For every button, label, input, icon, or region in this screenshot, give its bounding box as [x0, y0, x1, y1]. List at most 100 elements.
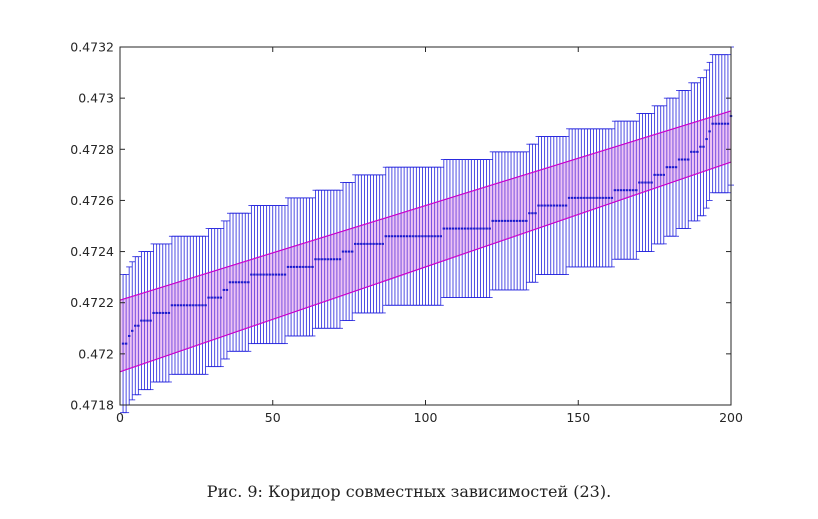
data-point: [390, 235, 394, 238]
data-point: [299, 265, 302, 268]
data-point: [638, 181, 641, 184]
data-point: [375, 242, 378, 245]
data-point: [586, 196, 589, 199]
y-tick-label: 0.4726: [70, 193, 114, 208]
data-point: [540, 204, 543, 207]
data-point: [347, 250, 351, 253]
data-point: [216, 296, 219, 299]
data-point: [250, 273, 253, 276]
data-point: [140, 319, 143, 322]
y-axis: 0.4718 0.472 0.4722 0.4724 0.4726 0.4728 0.473…: [70, 40, 731, 413]
data-point: [647, 181, 650, 184]
data-point: [207, 296, 210, 299]
data-point: [381, 242, 384, 245]
data-point: [641, 181, 644, 184]
data-point: [577, 196, 580, 199]
data-point: [341, 250, 345, 253]
data-point: [717, 122, 720, 125]
corridor-upper-line: [119, 110, 732, 301]
data-point: [598, 196, 601, 199]
data-point: [244, 281, 247, 284]
data-point: [714, 122, 717, 125]
data-point: [467, 227, 470, 230]
data-point: [289, 265, 293, 268]
data-point: [393, 235, 397, 238]
data-point: [680, 158, 684, 161]
data-point: [231, 281, 235, 284]
data-point: [189, 304, 192, 307]
data-point: [143, 319, 146, 322]
data-point: [470, 227, 473, 230]
data-point: [170, 304, 174, 307]
data-point: [580, 196, 583, 199]
data-point: [265, 273, 268, 276]
x-axis: 0 50 100 150 200: [116, 47, 743, 425]
data-point: [277, 273, 281, 276]
data-point: [442, 227, 446, 230]
data-point: [522, 219, 525, 222]
data-point: [247, 281, 250, 284]
data-point: [363, 242, 366, 245]
y-tick-label: 0.4728: [70, 142, 114, 157]
data-point: [720, 122, 724, 125]
data-point: [134, 324, 137, 327]
data-point: [528, 212, 531, 215]
data-point: [534, 212, 537, 215]
data-point: [259, 273, 262, 276]
data-point: [616, 189, 620, 192]
data-point: [335, 258, 339, 261]
data-point: [723, 122, 727, 125]
data-point: [711, 122, 714, 125]
data-point: [280, 273, 284, 276]
data-point: [491, 219, 494, 222]
data-point: [448, 227, 452, 230]
data-point: [210, 296, 213, 299]
y-tick-label: 0.4722: [70, 295, 114, 310]
data-point: [454, 227, 458, 230]
x-tick-label: 0: [116, 410, 124, 425]
data-point: [613, 189, 617, 192]
data-point: [402, 235, 406, 238]
data-point: [653, 173, 656, 176]
data-point: [607, 196, 610, 199]
data-point: [488, 227, 491, 230]
data-point: [405, 235, 409, 238]
data-point: [457, 227, 461, 230]
data-point: [204, 304, 207, 307]
data-point: [225, 288, 229, 291]
data-point: [668, 166, 672, 169]
data-point: [421, 235, 424, 238]
data-point: [702, 145, 705, 148]
data-point: [506, 219, 510, 222]
data-point: [378, 242, 381, 245]
data-point: [295, 265, 299, 268]
data-point: [595, 196, 598, 199]
data-point: [625, 189, 629, 192]
data-point: [546, 204, 549, 207]
data-point: [705, 138, 708, 141]
data-point: [699, 145, 702, 148]
data-point: [372, 242, 375, 245]
data-point: [201, 304, 204, 307]
data-point: [671, 166, 675, 169]
data-point: [552, 204, 556, 207]
data-point: [531, 212, 534, 215]
data-point: [329, 258, 332, 261]
figure-caption: Рис. 9: Коридор совместных зависимостей …: [206, 482, 612, 501]
data-point: [693, 150, 696, 153]
data-point: [433, 235, 436, 238]
data-point: [726, 122, 730, 125]
data-point: [537, 204, 540, 207]
data-point: [610, 196, 614, 199]
data-point: [632, 189, 635, 192]
data-point: [460, 227, 464, 230]
data-point: [662, 173, 665, 176]
data-point: [604, 196, 607, 199]
data-point: [131, 329, 134, 332]
data-point: [317, 258, 320, 261]
data-point: [173, 304, 177, 307]
data-point: [350, 250, 354, 253]
data-point: [314, 258, 317, 261]
data-point: [509, 219, 513, 222]
x-tick-label: 200: [719, 410, 743, 425]
